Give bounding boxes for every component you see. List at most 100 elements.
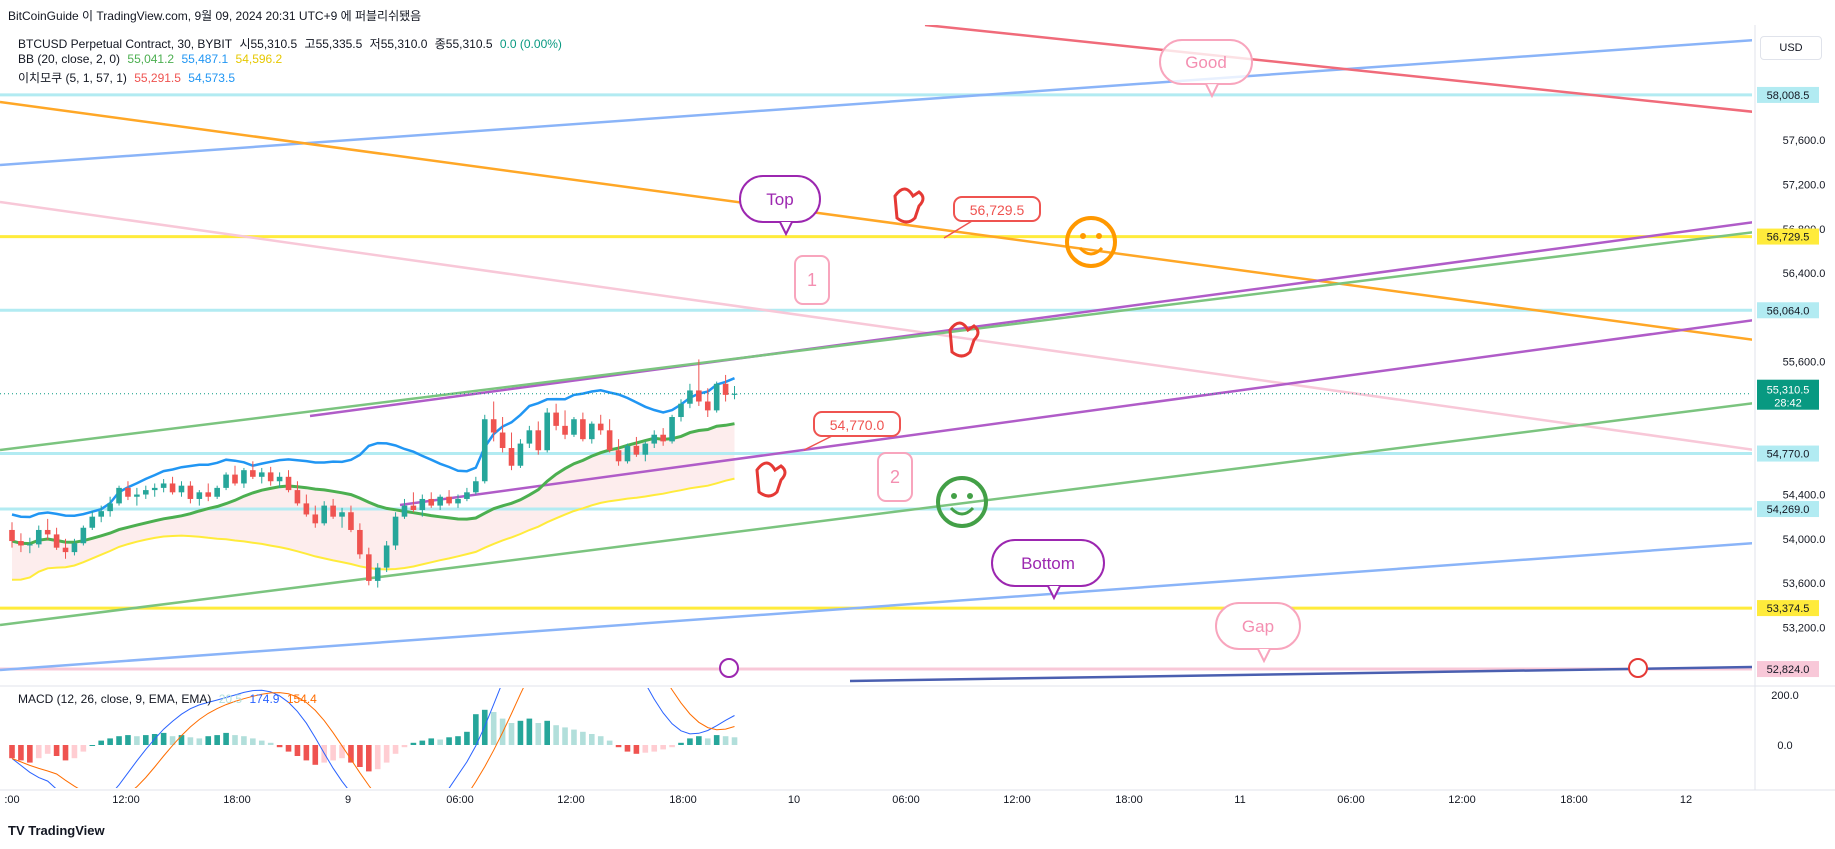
price-axis[interactable]: 57,600.057,200.056,800.056,400.055,600.0…: [1757, 86, 1826, 752]
price-note-56729[interactable]: 56,729.5: [953, 196, 1041, 222]
candle: [125, 481, 131, 501]
time-axis[interactable]: :00 12:00 18:00 9 06:00 12:00 18:00 10 06:00 12:0…: [4, 794, 1692, 806]
trend-line-navy[interactable]: [849, 665, 1755, 683]
macd-bar: [241, 736, 247, 745]
price-note-54770[interactable]: 54,770.0: [813, 411, 901, 437]
macd-label: MACD (12, 26, close, 9, EMA, EMA): [18, 692, 212, 706]
candle: [169, 476, 176, 495]
candle-body: [241, 470, 247, 484]
trend-line-blue-bottom[interactable]: [0, 541, 1755, 672]
candle-body: [196, 492, 203, 499]
candle-body: [544, 412, 550, 451]
candle: [276, 472, 283, 488]
macd-bar: [571, 729, 577, 745]
good-callout[interactable]: Good: [1159, 39, 1253, 99]
macd-tick-label: 0.0: [1777, 740, 1792, 752]
pointing-hand-icon-2[interactable]: [948, 321, 980, 358]
ichimoku-legend[interactable]: 이치모쿠 (5, 1, 57, 1) 55,291.5 54,573.5: [18, 69, 239, 86]
candle: [267, 466, 274, 486]
bottom-callout-tail: [1047, 585, 1061, 601]
trend-line-green-top[interactable]: [0, 231, 1755, 452]
trend-line-purple-top[interactable]: [309, 221, 1755, 418]
publisher-line: BitCoinGuide 이 TradingView.com, 9월 09, 2…: [8, 9, 422, 23]
bottom-callout[interactable]: Bottom: [991, 539, 1105, 601]
candle-body: [401, 505, 408, 517]
level-price-tag: [1757, 86, 1819, 103]
bb-basis-value: 55,041.2: [127, 52, 175, 66]
candle-body: [223, 474, 229, 488]
pointing-hand-icon-1[interactable]: [893, 187, 925, 224]
macd-bar: [633, 745, 640, 754]
candle: [704, 388, 711, 418]
candle: [481, 414, 488, 484]
candle-body: [437, 496, 443, 506]
candle-body: [9, 529, 15, 542]
candle-body: [178, 485, 185, 493]
pointing-hand-icon-3[interactable]: [755, 461, 787, 498]
price-tick-label: 54,400.0: [1783, 490, 1826, 502]
candle-body: [597, 423, 604, 431]
candle: [713, 381, 720, 413]
candle-body: [294, 490, 301, 504]
label-1[interactable]: 1: [794, 255, 830, 305]
smiley-icon[interactable]: [1065, 216, 1117, 268]
smiley-green-icon[interactable]: [936, 476, 988, 528]
candle: [143, 485, 149, 499]
label-2-shape: [877, 452, 913, 502]
price-note-pointer-1: [943, 220, 973, 239]
macd-bar: [446, 737, 452, 745]
trend-line-red[interactable]: [924, 25, 1755, 113]
candle-body: [143, 490, 149, 495]
candle: [258, 467, 265, 484]
candle: [27, 537, 33, 554]
candle-body: [250, 470, 256, 477]
trend-line-pink[interactable]: [0, 200, 1755, 451]
candle: [357, 523, 363, 559]
macd-bar: [428, 738, 435, 745]
candle: [428, 492, 435, 508]
gap-callout[interactable]: Gap: [1215, 602, 1301, 664]
macd-bar: [214, 735, 220, 745]
time-tick-label: 12:00: [1448, 794, 1476, 806]
top-callout[interactable]: Top: [739, 175, 821, 237]
candle-body: [615, 450, 622, 462]
level-price-label: 54,269.0: [1767, 504, 1810, 516]
candle: [89, 511, 96, 530]
label-2[interactable]: 2: [877, 452, 913, 502]
candle: [678, 399, 684, 422]
event-marker-icon[interactable]: [719, 658, 739, 678]
macd-bar: [597, 736, 604, 745]
candle-body: [71, 543, 78, 553]
candle-body: [589, 423, 595, 440]
symbol-legend[interactable]: BTCUSD Perpetual Contract, 30, BYBIT 시55…: [18, 35, 566, 52]
trend-lines[interactable]: [0, 25, 1755, 683]
bb-legend[interactable]: BB (20, close, 2, 0) 55,041.2 55,487.1 5…: [18, 52, 286, 66]
label-2-text: 2: [890, 467, 900, 487]
currency-button[interactable]: USD: [1760, 36, 1822, 60]
candle-body: [267, 472, 274, 482]
candle: [464, 487, 470, 502]
macd-bar: [713, 735, 720, 745]
last-price-tag[interactable]: [1757, 379, 1819, 410]
macd-line-value: 174.9: [249, 692, 280, 706]
trend-line-blue-top[interactable]: [0, 38, 1755, 167]
trend-line-purple-bottom[interactable]: [399, 319, 1755, 507]
macd-bar: [464, 731, 470, 745]
candle: [44, 518, 51, 540]
trend-line-green-bottom[interactable]: [0, 402, 1755, 627]
candles: [9, 359, 738, 588]
candle: [241, 467, 247, 488]
candle: [499, 417, 506, 453]
footer-text: TradingView: [28, 823, 105, 838]
candle: [687, 383, 693, 409]
flag-marker-icon[interactable]: [1628, 658, 1648, 678]
level-price-tag: [1757, 600, 1819, 617]
candle: [223, 472, 229, 491]
macd-legend[interactable]: MACD (12, 26, close, 9, EMA, EMA) 20.5 1…: [18, 692, 321, 706]
annotations[interactable]: Good Top Bottom Gap 1 2 56,729.5 54,770.0: [719, 39, 1648, 678]
candle-body: [535, 430, 542, 451]
trend-line-orange[interactable]: [0, 100, 1755, 341]
macd-bar: [696, 736, 702, 745]
macd-bar: [678, 742, 684, 745]
